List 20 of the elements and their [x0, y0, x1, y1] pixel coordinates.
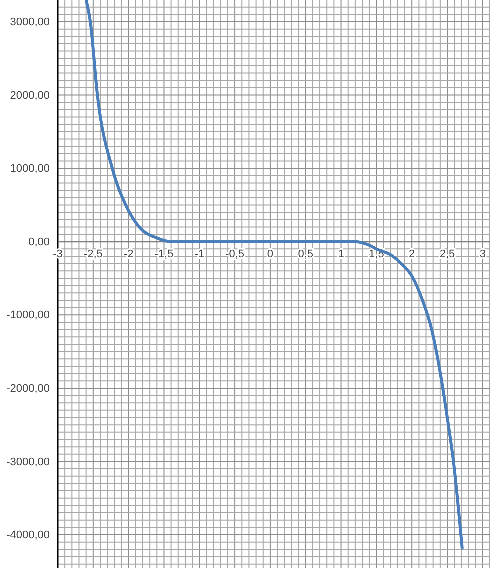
x-tick-label: -1,5 — [154, 248, 174, 261]
y-tick-label: -2000,00 — [6, 382, 50, 395]
x-tick-label: 2,5 — [440, 248, 456, 261]
y-tick-label: 0,00 — [28, 236, 50, 248]
y-tick-label: 3000,00 — [10, 16, 50, 29]
y-tick-label: -3000,00 — [6, 456, 50, 468]
x-tick-label: 1 — [338, 248, 344, 261]
line-series — [84, 0, 464, 550]
y-tick-label: 1000,00 — [10, 163, 50, 176]
x-tick-label: 0 — [267, 248, 274, 261]
y-tick-label: -4000,00 — [6, 530, 50, 542]
x-tick-label: -0,5 — [226, 248, 245, 261]
x-tick-label: -1 — [194, 248, 205, 261]
x-tick-label: -2 — [124, 248, 134, 261]
x-tick-label: 3 — [480, 248, 486, 261]
y-tick-label: -1000,00 — [6, 310, 50, 322]
x-tick-label: 0,5 — [298, 248, 314, 261]
x-tick-label: 2 — [409, 248, 416, 261]
x-tick-label: -2,5 — [84, 248, 103, 261]
y-tick-label: 2000,00 — [10, 90, 50, 102]
